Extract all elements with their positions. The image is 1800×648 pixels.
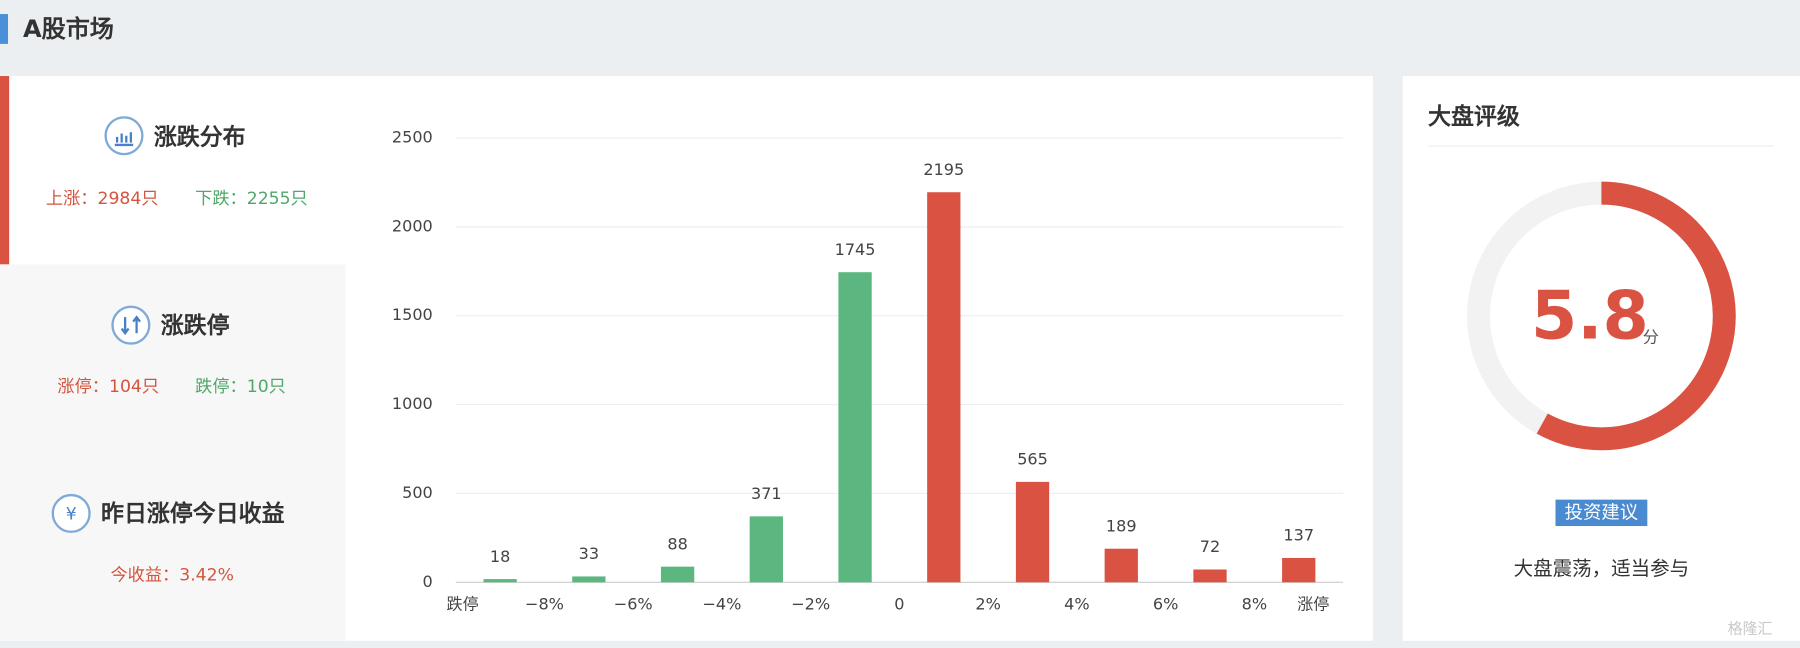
badge[interactable] bbox=[1555, 499, 1648, 527]
watermark: 格隆汇 bbox=[1728, 619, 1773, 637]
x-tick-label: 2% bbox=[975, 595, 1000, 614]
section-title: 涨跌分布 bbox=[154, 124, 246, 151]
rating-title: 大盘评级 bbox=[1428, 103, 1520, 130]
down-count: 下跌：2255只 bbox=[195, 189, 308, 209]
badge-label: 投资建议 bbox=[1565, 502, 1638, 523]
page-title: A股市场 bbox=[23, 15, 114, 43]
bar bbox=[483, 579, 517, 583]
data-label: 33 bbox=[579, 544, 599, 563]
y-tick-label: 2500 bbox=[392, 128, 433, 147]
data-label: 1745 bbox=[835, 240, 876, 259]
x-tick-label: −8% bbox=[525, 595, 564, 614]
y-tick-label: 1500 bbox=[392, 305, 433, 324]
data-label: 189 bbox=[1106, 516, 1137, 535]
yesterday-section[interactable]: ¥ 昨日涨停今日收益 今收益：3.42% bbox=[51, 493, 285, 585]
bar bbox=[1282, 557, 1316, 583]
icon bbox=[51, 493, 91, 533]
limit-up: 涨停：104只 bbox=[57, 377, 159, 397]
data-label: 88 bbox=[667, 534, 687, 553]
advice: 大盘震荡，适当参与 bbox=[1514, 557, 1690, 580]
icon-glyph bbox=[120, 315, 141, 336]
icon-glyph: ¥ bbox=[66, 505, 77, 525]
x-tick-label: −4% bbox=[702, 595, 741, 614]
gauge-arc bbox=[1536, 181, 1736, 451]
data-label: 371 bbox=[751, 484, 782, 503]
y-tick-label: 1000 bbox=[392, 394, 433, 413]
data-label: 137 bbox=[1283, 526, 1314, 545]
up-count: 上涨：2984只 bbox=[46, 189, 159, 209]
bar bbox=[572, 576, 606, 583]
x-tick-label: 0 bbox=[894, 595, 904, 614]
rating-panel bbox=[1402, 76, 1800, 641]
data-label: 565 bbox=[1017, 450, 1048, 469]
x-tick-label: 6% bbox=[1153, 595, 1178, 614]
icon-glyph bbox=[114, 132, 134, 147]
y-tick-label: 500 bbox=[402, 483, 433, 502]
score: 5.8 bbox=[1531, 277, 1649, 355]
y-tick-label: 0 bbox=[423, 572, 433, 591]
gain: 今收益：3.42% bbox=[110, 565, 233, 585]
score-unit: 分 bbox=[1643, 327, 1659, 346]
x-tick-label: 4% bbox=[1064, 595, 1089, 614]
bar bbox=[749, 516, 783, 583]
bar bbox=[1193, 569, 1227, 583]
x-tick-label: 涨停 bbox=[1297, 595, 1329, 614]
bar bbox=[927, 192, 961, 583]
icon bbox=[104, 116, 144, 156]
icon bbox=[111, 305, 151, 345]
bar bbox=[1104, 548, 1138, 583]
limit-down: 跌停：10只 bbox=[195, 377, 286, 397]
title-accent bbox=[0, 14, 9, 44]
data-label: 18 bbox=[490, 547, 510, 566]
section-title: 涨跌停 bbox=[161, 312, 230, 339]
bar bbox=[1015, 481, 1050, 583]
active-marker bbox=[0, 76, 10, 265]
bar bbox=[838, 272, 872, 583]
data-label: 2195 bbox=[923, 160, 964, 179]
limit-section[interactable]: 涨跌停 涨停：104只 跌停：10只 bbox=[57, 305, 286, 397]
rise-fall-section[interactable]: 涨跌分布 上涨：2984只 下跌：2255只 bbox=[46, 116, 308, 209]
side-gray bbox=[0, 264, 346, 641]
x-tick-label: 跌停 bbox=[447, 595, 479, 614]
x-tick-label: −2% bbox=[791, 595, 830, 614]
x-tick-label: 8% bbox=[1242, 595, 1267, 614]
x-tick-label: −6% bbox=[614, 595, 653, 614]
data-label: 72 bbox=[1200, 537, 1220, 556]
bar bbox=[660, 566, 695, 583]
histogram: 0 500 1000 1500 2000 2500 18 33 88 371 1745 2195 565… bbox=[392, 128, 1344, 614]
gauge bbox=[1467, 181, 1736, 451]
section-title: 昨日涨停今日收益 bbox=[101, 500, 285, 527]
y-tick-label: 2000 bbox=[392, 216, 433, 235]
